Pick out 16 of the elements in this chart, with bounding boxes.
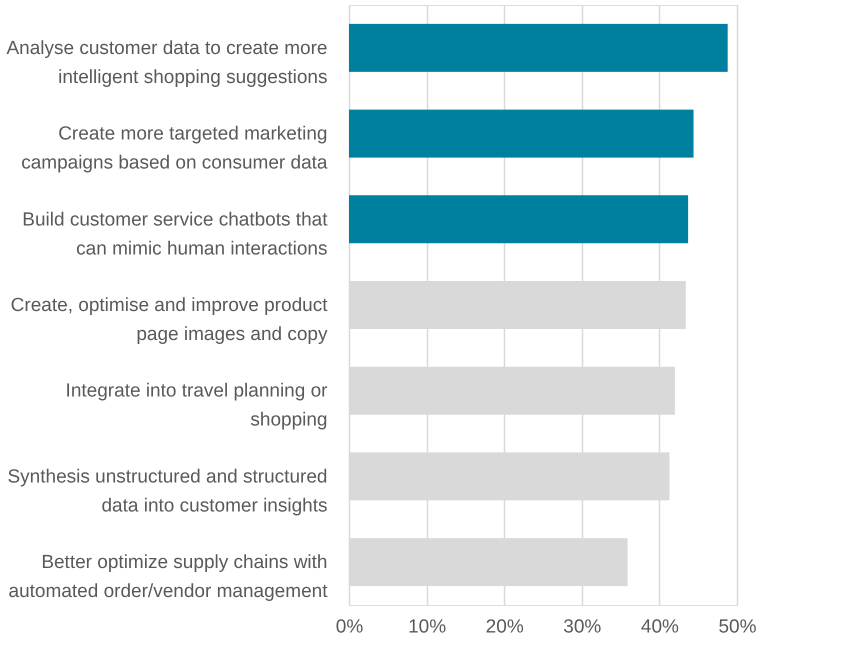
y-tick-label: Better optimize supply chains with automated order/vendor management bbox=[8, 552, 328, 602]
x-tick-label: 50% bbox=[718, 616, 757, 638]
x-tick-label: 10% bbox=[408, 616, 446, 638]
y-tick-label: Create, optimise and improve product page images and copy bbox=[10, 295, 328, 345]
y-tick-label: Integrate into travel planning or shopping bbox=[66, 380, 328, 431]
x-tick-label: 40% bbox=[640, 616, 680, 638]
y-tick-label: Create more targeted marketing campaigns based on consumer data bbox=[21, 124, 328, 174]
y-tick-label: Analyse customer data to create more intelligent shopping suggestions bbox=[6, 38, 328, 88]
x-tick-label: 30% bbox=[563, 616, 602, 638]
bar bbox=[349, 195, 688, 244]
y-tick-label: Synthesis unstructured and structured data into customer insights bbox=[7, 466, 328, 516]
x-tick-label: 20% bbox=[486, 616, 524, 638]
x-tick-label: 0% bbox=[336, 616, 364, 638]
bar bbox=[349, 110, 694, 158]
bar bbox=[349, 24, 728, 72]
y-tick-label: Build customer service chatbots that can mimic human interactions bbox=[22, 209, 328, 260]
